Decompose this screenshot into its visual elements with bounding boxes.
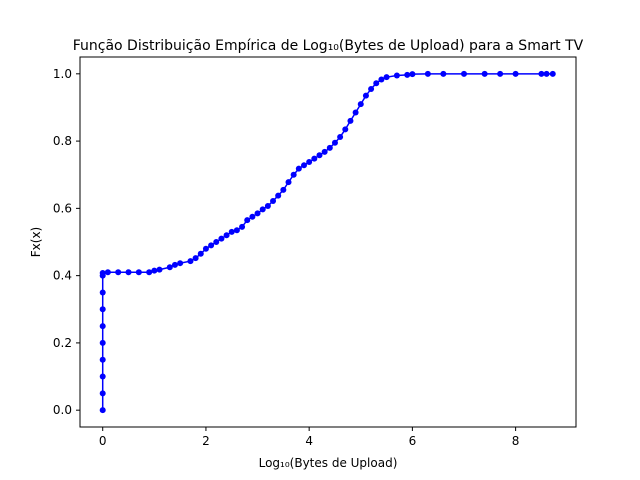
data-point-48 — [331, 139, 338, 146]
data-point-29 — [233, 227, 240, 234]
data-point-51 — [347, 117, 354, 124]
y-tick-label-2: 0.4 — [53, 269, 72, 283]
data-point-24 — [208, 242, 215, 249]
data-point-56 — [373, 80, 380, 87]
data-point-46 — [321, 148, 328, 155]
data-point-47 — [326, 144, 333, 151]
data-point-16 — [156, 266, 163, 273]
data-point-63 — [440, 70, 447, 77]
plot-area — [80, 57, 576, 427]
data-point-0 — [99, 407, 106, 414]
data-point-18 — [171, 261, 178, 268]
axes: 0 2 4 6 8 0.0 0.2 0.4 0.6 0.8 1.0 — [53, 56, 577, 448]
data-point-34 — [259, 206, 266, 213]
data-point-64 — [461, 70, 467, 77]
data-point-20 — [187, 258, 194, 265]
data-point-10 — [104, 269, 111, 276]
data-point-67 — [512, 70, 519, 77]
data-point-21 — [192, 255, 199, 262]
x-tick-label-0: 0 — [99, 434, 107, 448]
data-point-2 — [99, 373, 106, 380]
data-point-68 — [538, 70, 545, 77]
data-point-15 — [151, 267, 158, 274]
data-point-28 — [228, 228, 235, 235]
y-tick-label-0: 0.0 — [53, 403, 72, 417]
data-point-66 — [497, 70, 504, 77]
data-point-12 — [125, 269, 132, 276]
data-point-62 — [424, 70, 431, 77]
data-point-36 — [270, 197, 277, 204]
data-point-57 — [378, 76, 385, 83]
data-point-43 — [306, 158, 313, 165]
data-marks — [99, 70, 556, 414]
data-point-17 — [166, 264, 173, 271]
data-point-25 — [213, 239, 220, 245]
data-point-9 — [99, 269, 106, 276]
data-point-69 — [543, 70, 550, 77]
data-point-53 — [357, 101, 364, 108]
data-point-11 — [115, 269, 122, 276]
data-point-39 — [285, 179, 292, 186]
data-point-5 — [99, 323, 106, 330]
data-point-31 — [244, 217, 251, 224]
data-point-23 — [202, 245, 209, 252]
x-tick-label-4: 8 — [512, 434, 520, 448]
data-point-35 — [264, 203, 271, 210]
data-point-7 — [99, 289, 106, 296]
data-point-6 — [99, 306, 106, 313]
data-point-49 — [337, 134, 344, 141]
data-point-33 — [254, 210, 261, 217]
data-point-58 — [383, 74, 390, 81]
data-point-38 — [280, 186, 287, 193]
plot-frame — [79, 56, 577, 428]
data-point-45 — [316, 152, 323, 159]
x-axis-label: Log₁₀(Bytes de Upload) — [259, 456, 398, 470]
data-point-50 — [342, 126, 349, 133]
data-point-13 — [135, 269, 142, 276]
data-point-52 — [352, 109, 359, 116]
data-point-14 — [146, 269, 153, 276]
data-point-42 — [301, 162, 307, 169]
data-point-30 — [239, 223, 246, 230]
data-point-59 — [393, 72, 400, 79]
data-point-60 — [404, 71, 411, 78]
data-point-61 — [409, 71, 416, 78]
data-point-54 — [362, 92, 369, 99]
y-tick-label-1: 0.2 — [53, 336, 72, 350]
y-tick-label-3: 0.6 — [53, 201, 72, 215]
y-axis-label: Fx(x) — [29, 227, 43, 257]
y-tick-label-5: 1.0 — [53, 67, 72, 81]
data-point-40 — [290, 171, 297, 178]
chart-title: Função Distribuição Empírica de Log₁₀(By… — [73, 38, 584, 54]
data-point-70 — [549, 70, 556, 77]
data-point-26 — [218, 235, 225, 242]
x-tick-label-3: 6 — [409, 434, 417, 448]
data-point-19 — [177, 260, 184, 267]
x-tick-label-2: 4 — [305, 434, 313, 448]
data-point-27 — [223, 232, 230, 239]
data-point-44 — [311, 155, 318, 162]
y-tick-label-4: 0.8 — [53, 134, 72, 148]
data-point-65 — [481, 70, 488, 77]
data-point-22 — [197, 250, 204, 257]
data-point-1 — [99, 390, 106, 397]
x-tick-label-1: 2 — [202, 434, 210, 448]
data-point-32 — [249, 213, 256, 220]
data-point-3 — [99, 356, 106, 363]
data-point-41 — [295, 165, 302, 172]
data-point-37 — [275, 192, 282, 199]
data-point-4 — [99, 339, 106, 346]
data-point-55 — [368, 85, 375, 92]
